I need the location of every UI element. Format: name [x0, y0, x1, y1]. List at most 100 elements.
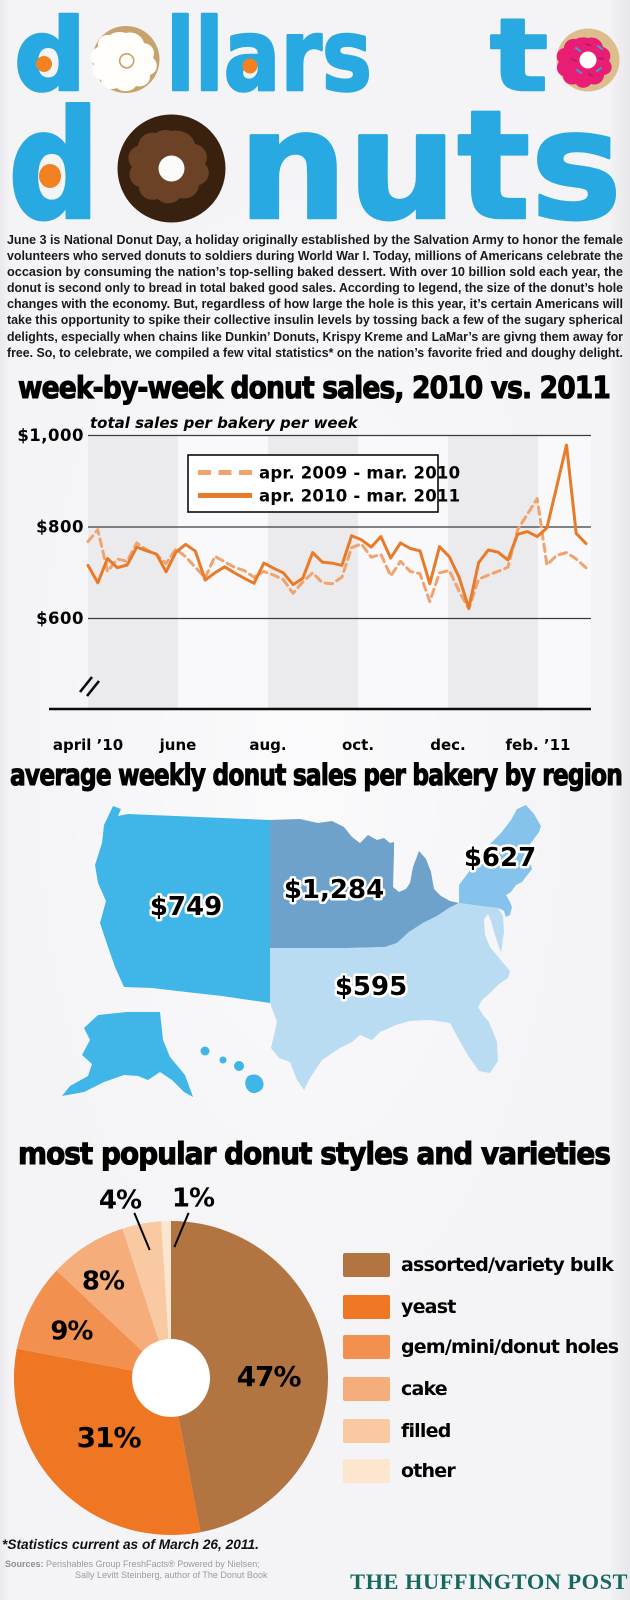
title-word2-t: t — [490, 0, 548, 114]
x-tick-label: feb. ’11 — [506, 736, 571, 754]
y-tick-label: $600 — [36, 609, 84, 628]
sources-line1: Perishables Group FreshFacts® Powered by… — [43, 1559, 260, 1569]
pie-legend-row: other — [343, 1458, 456, 1483]
map-heading-text: average weekly donut sales per bakery by… — [10, 757, 624, 792]
pie-legend-label: yeast — [401, 1295, 456, 1318]
intro-line: occasion by consuming the nation’s top-s… — [7, 264, 623, 280]
x-tick-label: april ’10 — [53, 736, 123, 754]
intro-line-text: occasion by consuming the nation’s top-s… — [7, 264, 623, 280]
pie-legend-swatch — [343, 1418, 390, 1443]
sales-chart-heading-text: week-by-week donut sales, 2010 vs. 2011 — [18, 370, 612, 406]
intro-line: changes with the economy. But, regardles… — [7, 296, 623, 312]
pie-legend-label: filled — [401, 1419, 451, 1442]
pie-slice-cake — [56, 1228, 171, 1378]
pie-leader-line-other — [173, 1212, 190, 1248]
x-tick-label: aug. — [249, 736, 286, 754]
axis-break-mark — [85, 680, 101, 697]
series-dashed — [86, 497, 588, 611]
intro-line-text: take this opportunity to spike their col… — [7, 312, 623, 328]
letter-counter-dot-2 — [242, 58, 258, 74]
map-value-midwest: $1,284 — [284, 875, 384, 905]
y-tick-label: $1,000 — [17, 426, 84, 445]
x-tick-label: dec. — [430, 736, 466, 754]
pie-pct-label: 31% — [77, 1421, 142, 1454]
intro-line-text: June 3 is National Donut Day, a holiday … — [7, 232, 623, 247]
map-region-west — [95, 806, 270, 1003]
weekly-sales-line-chart: total sales per bakery per week $1,000 $80… — [17, 414, 591, 754]
pie-legend-row: yeast — [343, 1294, 456, 1319]
title-word1-rest: llars — [166, 0, 372, 114]
pie-pct-label: 47% — [237, 1360, 302, 1393]
glazed-donut-icon — [90, 26, 160, 93]
pie-slice-other — [161, 1221, 171, 1378]
map-region-midwest — [270, 819, 459, 948]
pie-legend-label: cake — [401, 1378, 448, 1400]
title-word1-d: d — [14, 0, 86, 114]
pie-slice-filled — [122, 1221, 171, 1378]
pie-heading-text: most popular donut styles and varieties — [17, 1136, 611, 1172]
sources-line2: Sally Levitt Steinberg, author of The Do… — [75, 1569, 268, 1580]
map-region-northeast — [459, 805, 541, 917]
chart-month-stripe — [538, 435, 591, 709]
pie-pct-label: 9% — [50, 1316, 93, 1346]
pie-legend-row: assorted/variety bulk — [343, 1253, 614, 1277]
pie-legend-row: cake — [343, 1377, 448, 1401]
title-word3-rest: nuts — [238, 78, 622, 232]
map-value-south: $595 — [335, 972, 407, 1002]
sales-chart-heading: week-by-week donut sales, 2010 vs. 2011 — [18, 370, 612, 406]
pie-donut-hole — [132, 1339, 210, 1417]
intro-line: free. So, to celebrate, we compiled a fe… — [7, 345, 623, 361]
x-tick-label: june — [159, 736, 197, 754]
pie-legend-swatch — [343, 1253, 390, 1277]
pie-legend-swatch — [343, 1335, 390, 1359]
intro-line: volunteers who served donuts to soldiers… — [7, 248, 623, 264]
chocolate-donut-icon — [117, 114, 226, 223]
map-value-northeast: $627 — [464, 843, 536, 873]
title-dollars-to-donuts: d llars t d nuts — [7, 0, 624, 232]
statistics-footnote: *Statistics current as of March 26, 2011… — [2, 1537, 259, 1552]
map-hawaii-islands — [200, 1046, 264, 1094]
intro-line: donut is second only to bread in total b… — [7, 280, 623, 296]
letter-counter-dot-1 — [36, 56, 52, 72]
legend-label: apr. 2009 - mar. 2010 — [259, 464, 460, 483]
intro-line-text: donut is second only to bread in total b… — [7, 280, 623, 296]
pie-slice-gem-mini-donut-holes — [16, 1270, 172, 1378]
pie-legend-row: gem/mini/donut holes — [343, 1335, 619, 1359]
intro-line-text: delights, especially when chains like Du… — [7, 328, 623, 344]
map-region-alaska — [62, 1012, 193, 1097]
pie-pct-label: 4% — [99, 1185, 142, 1215]
intro-line-text: changes with the economy. But, regardles… — [7, 296, 623, 312]
huffington-post-logo: THE HUFFINGTON POST — [350, 1569, 628, 1594]
sources-note: Sources: Perishables Group FreshFacts® P… — [5, 1559, 267, 1580]
sources-label: Sources: — [5, 1559, 44, 1569]
intro-paragraph: June 3 is National Donut Day, a holiday … — [7, 232, 623, 361]
pie-legend-swatch — [343, 1377, 390, 1401]
donut-styles-pie-chart: 47% 31% 9% 8% 4% 1% — [13, 1183, 329, 1536]
pie-pct-label: 8% — [82, 1266, 125, 1296]
pie-legend-swatch — [343, 1458, 390, 1483]
chart-axis-title: total sales per bakery per week — [90, 414, 359, 432]
pie-slice-assorted-variety-bulk — [171, 1221, 329, 1533]
letter-counter-dot-3 — [39, 164, 61, 188]
series-solid — [86, 443, 588, 610]
intro-line: delights, especially when chains like Du… — [7, 329, 623, 345]
pie-heading: most popular donut styles and varieties — [17, 1136, 611, 1172]
pie-leader-line-filled — [133, 1212, 151, 1251]
map-value-west: $749 — [150, 892, 222, 922]
pie-pct-label: 1% — [172, 1183, 215, 1213]
pie-legend-label: other — [401, 1459, 456, 1482]
y-tick-label: $800 — [36, 518, 84, 537]
pie-legend-swatch — [343, 1294, 390, 1319]
pie-legend-label: assorted/variety bulk — [401, 1254, 614, 1276]
intro-line: take this opportunity to spike their col… — [7, 312, 623, 328]
legend-label: apr. 2010 - mar. 2011 — [259, 487, 460, 506]
intro-line: June 3 is National Donut Day, a holiday … — [7, 232, 623, 248]
us-region-sales-map: $749 $1,284 $627 $595 — [62, 805, 541, 1097]
pie-legend-row: filled — [343, 1418, 451, 1443]
map-region-south — [270, 903, 510, 1090]
title-word3-d: d — [8, 78, 100, 232]
pink-frosted-donut-icon — [556, 28, 620, 92]
chart-legend-box — [187, 454, 439, 513]
intro-line-text: free. So, to celebrate, we compiled a fe… — [7, 344, 623, 360]
